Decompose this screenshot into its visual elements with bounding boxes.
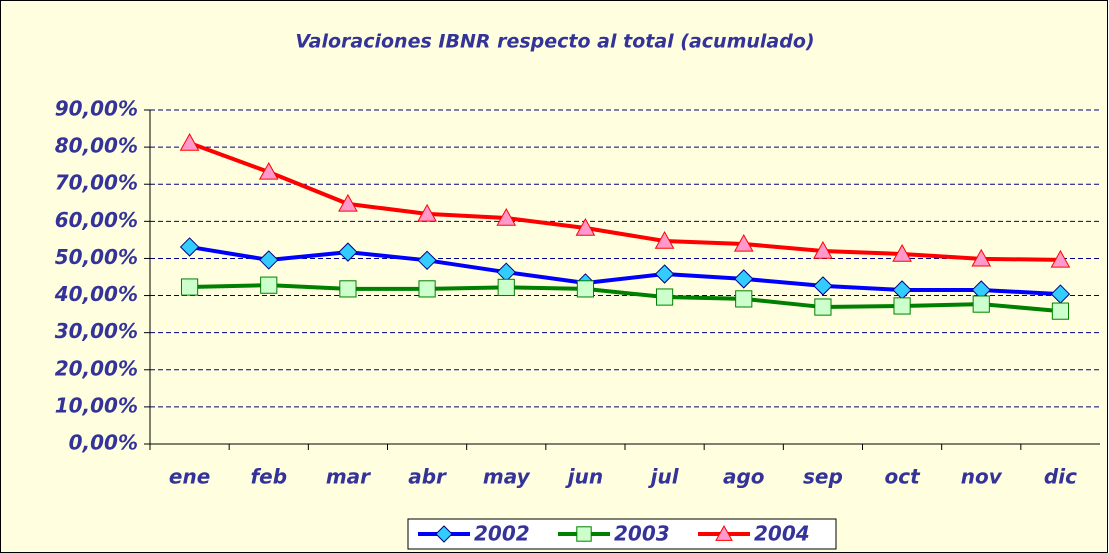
marker xyxy=(813,276,833,296)
y-tick-label: 70,00% xyxy=(55,171,138,195)
marker xyxy=(576,526,592,542)
chart-title: Valoraciones IBNR respecto al total (acu… xyxy=(295,31,814,53)
series-line xyxy=(189,244,1061,297)
marker xyxy=(575,217,596,236)
marker xyxy=(258,161,279,180)
marker xyxy=(654,264,675,284)
marker xyxy=(576,280,595,298)
x-tick-label: dic xyxy=(1044,465,1077,489)
marker xyxy=(435,525,453,543)
series-line xyxy=(189,283,1061,314)
y-tick-label: 90,00% xyxy=(55,97,138,121)
marker xyxy=(655,288,674,306)
marker xyxy=(972,295,990,313)
marker xyxy=(715,524,733,541)
x-tick-label: mar xyxy=(326,465,371,489)
y-tick-label: 30,00% xyxy=(55,319,138,343)
marker xyxy=(814,298,832,316)
y-tick-label: 0,00% xyxy=(69,431,138,455)
y-tick-label: 10,00% xyxy=(55,393,138,417)
marker xyxy=(893,297,911,315)
marker xyxy=(259,250,279,270)
marker xyxy=(496,207,517,226)
marker xyxy=(339,280,357,298)
x-tick-label: jun xyxy=(565,465,603,489)
marker xyxy=(180,278,199,296)
y-tick-label: 80,00% xyxy=(55,134,138,158)
x-tick-label: jul xyxy=(648,465,680,489)
x-tick-label: oct xyxy=(885,465,922,489)
marker xyxy=(418,280,436,298)
x-tick-label: feb xyxy=(250,465,287,489)
legend-label: 2004 xyxy=(754,522,810,546)
x-tick-label: sep xyxy=(803,465,843,489)
marker xyxy=(733,233,754,252)
marker xyxy=(497,278,515,296)
marker xyxy=(417,250,437,271)
marker xyxy=(417,203,437,222)
y-tick-label: 60,00% xyxy=(55,208,138,232)
legend-label: 2002 xyxy=(474,522,530,546)
marker xyxy=(1050,249,1071,268)
x-tick-label: may xyxy=(483,465,531,489)
series-line xyxy=(188,141,1061,262)
legend-box xyxy=(407,518,837,550)
legend-label: 2003 xyxy=(614,522,670,546)
y-tick-label: 50,00% xyxy=(55,245,138,269)
x-tick-label: nov xyxy=(961,465,1003,489)
y-tick-label: 20,00% xyxy=(55,356,138,380)
marker xyxy=(735,290,753,308)
marker xyxy=(971,248,992,267)
marker xyxy=(654,230,675,249)
marker xyxy=(179,132,200,151)
marker xyxy=(260,276,278,294)
marker xyxy=(338,242,358,262)
x-tick-label: abr xyxy=(408,465,447,489)
y-tick-label: 40,00% xyxy=(54,282,138,306)
marker xyxy=(179,237,200,257)
x-tick-label: ene xyxy=(169,465,210,489)
marker xyxy=(734,269,754,289)
marker xyxy=(338,193,358,212)
marker xyxy=(813,240,833,259)
marker xyxy=(1051,302,1070,320)
x-tick-label: ago xyxy=(723,465,765,489)
marker xyxy=(892,243,912,262)
